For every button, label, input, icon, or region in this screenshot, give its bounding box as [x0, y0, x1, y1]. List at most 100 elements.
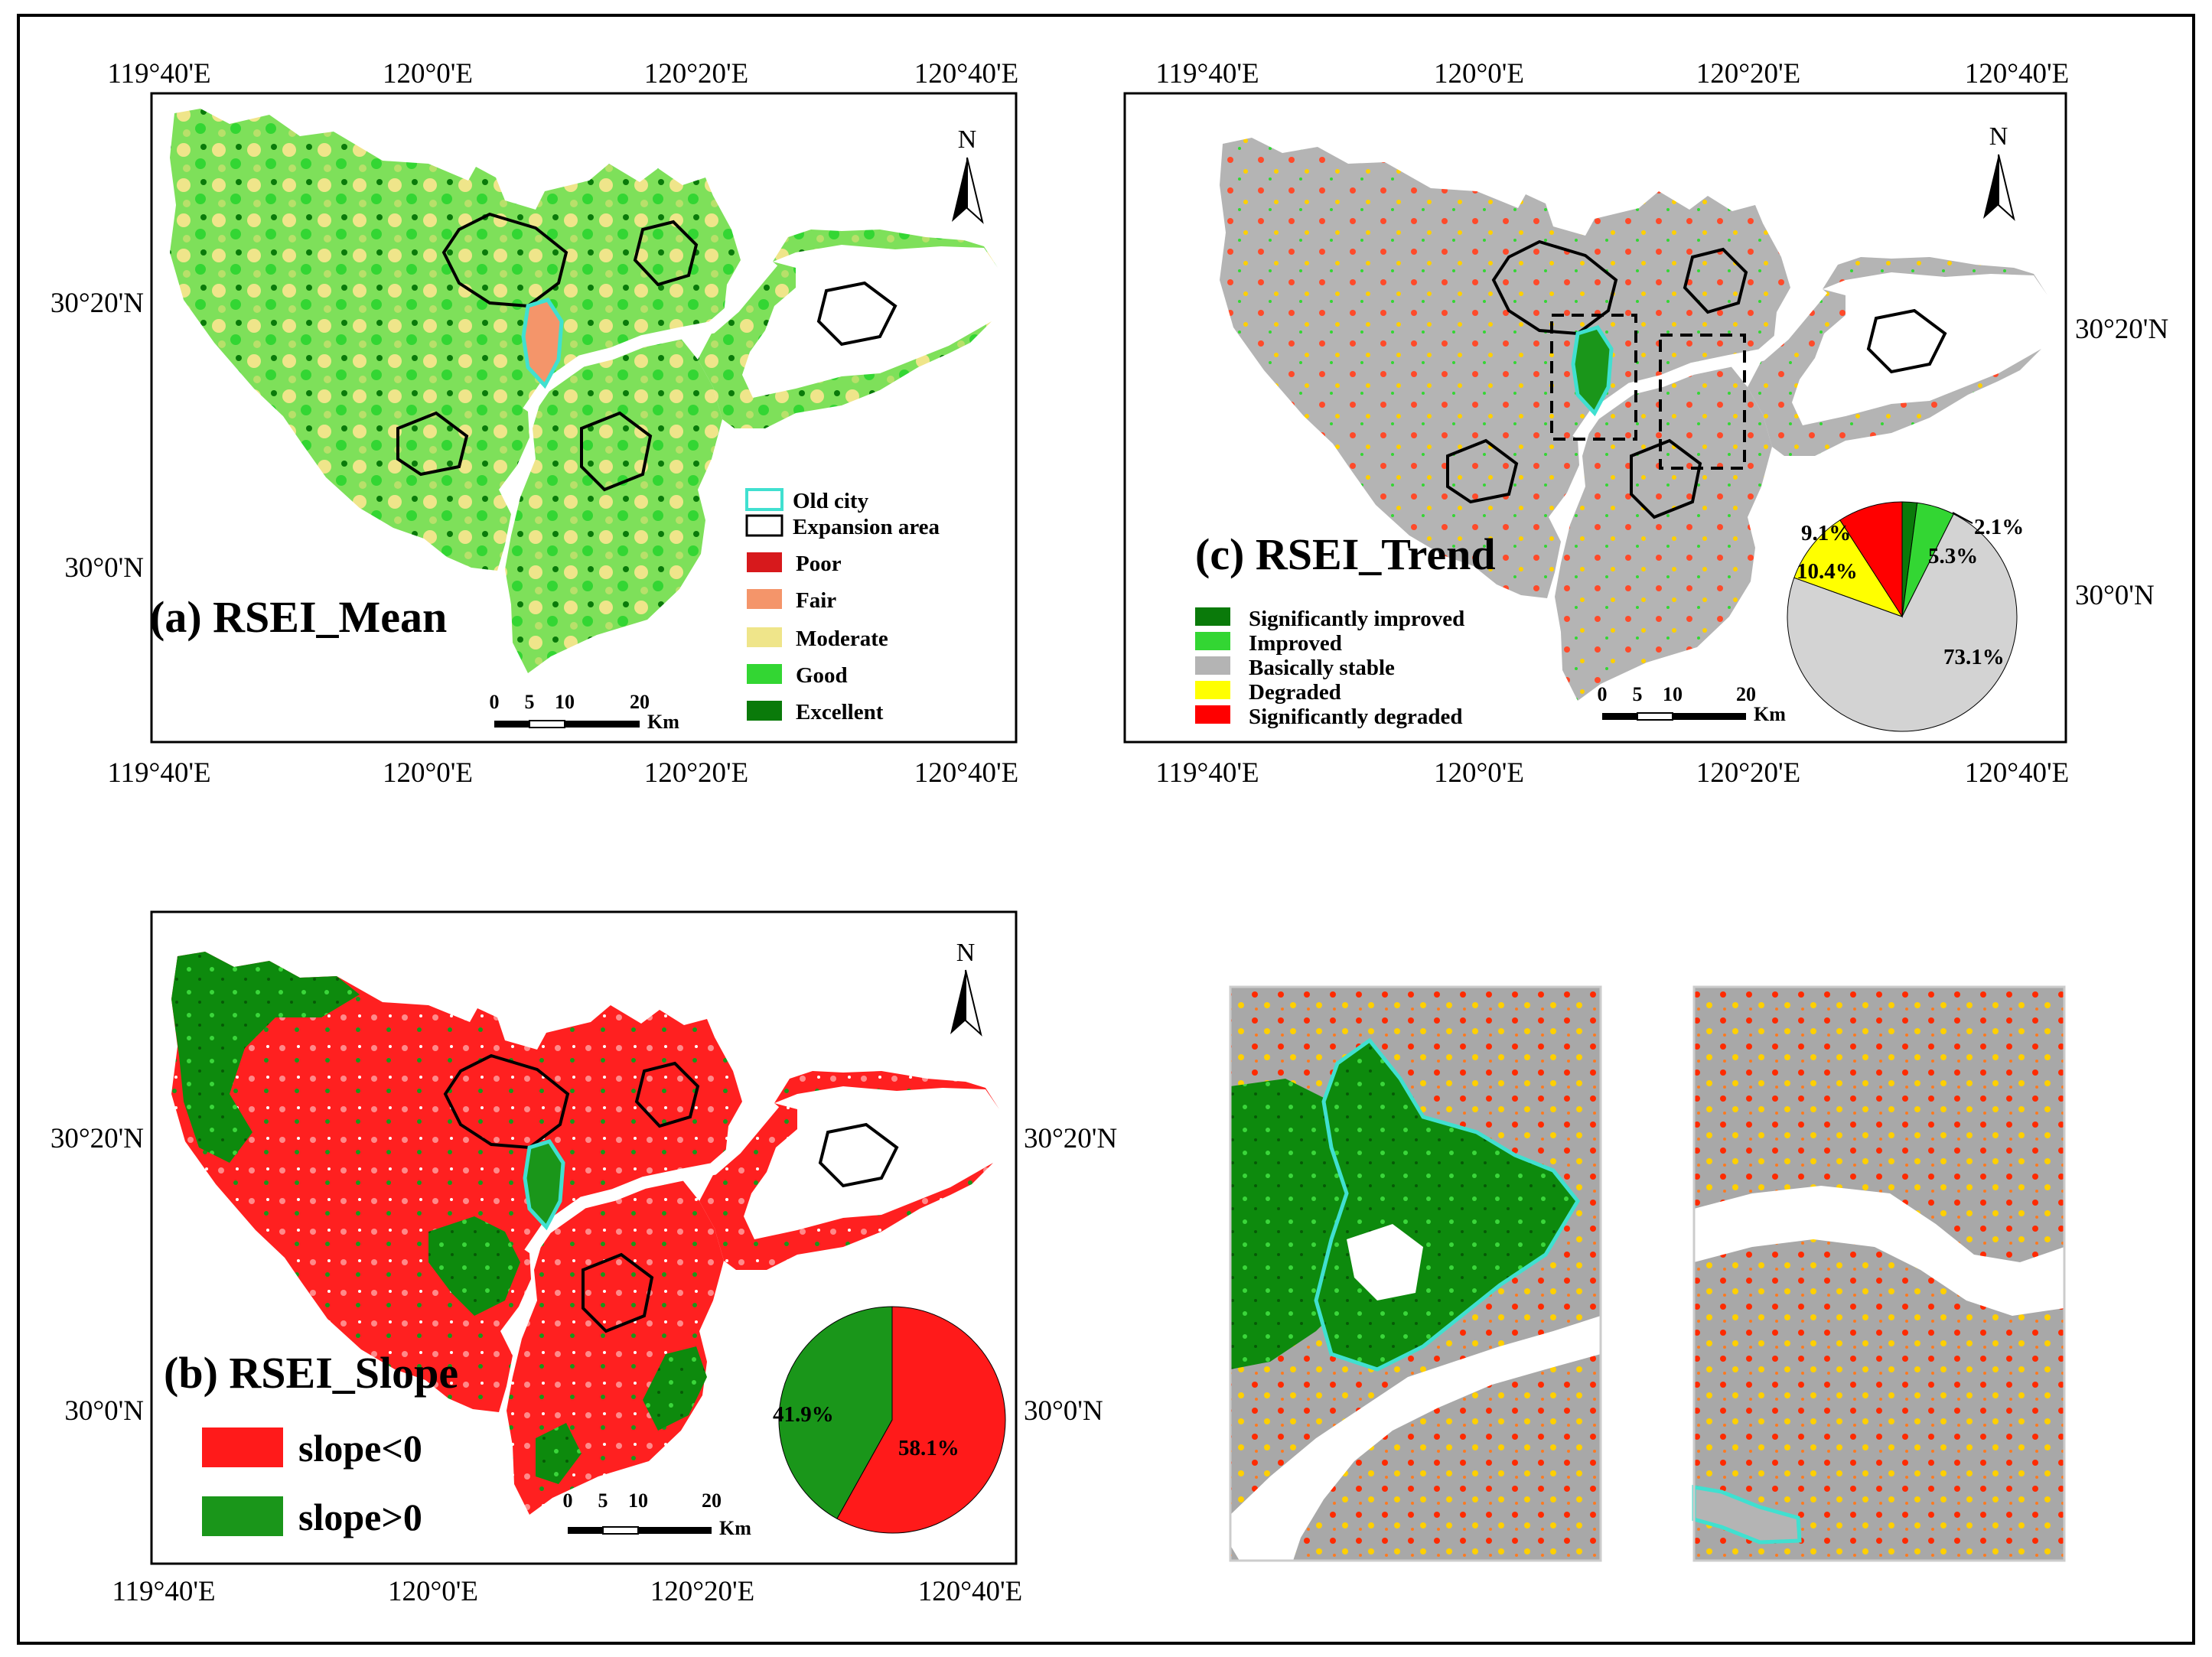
scale-unit: Km — [1754, 703, 1786, 725]
legend-swatch-old-city — [745, 488, 783, 511]
panel-c-right-lat-labels: 30°20'N 30°0'N — [2075, 314, 2168, 611]
lat-label-30-0: 30°0'N — [2075, 580, 2155, 611]
lon-label-120-20: 120°20'E — [1696, 757, 1801, 789]
scale-tick-20: 20 — [630, 691, 650, 713]
panel-b-legend: slope<0 slope>0 — [202, 1427, 422, 1538]
north-label: N — [958, 125, 977, 154]
river — [1572, 285, 1828, 443]
zoom-box-right — [1659, 334, 1746, 470]
lon-label-120-0: 120°0'E — [1434, 757, 1524, 789]
lon-label-119-40: 119°40'E — [107, 58, 210, 90]
legend-swatch-improved — [1195, 632, 1230, 650]
panel-b-left-lat-labels: 30°20'N 30°0'N — [50, 1123, 144, 1427]
pie-label-slope-negative: 58.1% — [898, 1436, 959, 1460]
panel-a-left-lat-labels: 30°20'N 30°0'N — [50, 288, 144, 584]
region-south-green — [536, 1346, 707, 1484]
legend-label-improved: Improved — [1249, 631, 1342, 656]
legend-swatch-poor — [747, 552, 782, 572]
scale-seg-3 — [565, 721, 640, 728]
pie-label-slope-positive: 41.9% — [773, 1402, 834, 1427]
pie-label-significantly-degraded: 9.1% — [1801, 521, 1851, 545]
north-arrow-right — [965, 969, 982, 1037]
scale-tick-0: 0 — [490, 691, 500, 713]
zoom-right-old-city-fragment — [1692, 1485, 1802, 1545]
pie-slice-2 — [1787, 513, 2018, 732]
panel-b-right-lat-labels: 30°20'N 30°0'N — [1024, 1123, 1117, 1427]
panel-c-map — [1220, 138, 2052, 701]
panel-a-bottom-lon-labels: 119°40'E 120°0'E 120°20'E 120°40'E — [107, 757, 1018, 789]
legend-label-moderate: Moderate — [796, 627, 888, 651]
north-arrow: N — [950, 939, 982, 1037]
panel-b-title: (b) RSEI_Slope — [164, 1348, 458, 1398]
pie-label-improved: 5.3% — [1928, 544, 1978, 568]
scale-tick-0: 0 — [1598, 683, 1608, 705]
panel-c-legend: Significantly improved Improved Basicall… — [1195, 607, 1464, 729]
north-arrow-right — [1998, 154, 2015, 221]
north-label: N — [1989, 122, 2008, 151]
legend-swatch-fair — [747, 589, 782, 609]
lon-label-119-40: 119°40'E — [107, 757, 210, 789]
expansion-area-outline — [443, 1053, 899, 1333]
lon-label-120-40: 120°40'E — [1965, 58, 2070, 90]
scale-tick-0: 0 — [563, 1489, 573, 1512]
pie-slice-4 — [1839, 501, 1903, 618]
river — [523, 257, 778, 415]
region-east-land — [1748, 257, 2052, 456]
pie-label-degraded: 10.4% — [1797, 559, 1858, 584]
zoom-inset-right — [1692, 985, 2066, 1562]
panel-b-pie-chart — [778, 1306, 1006, 1534]
legend-label-poor: Poor — [796, 552, 842, 576]
lon-label-120-0: 120°0'E — [383, 757, 473, 789]
scale-seg-1 — [494, 721, 529, 728]
lat-label-30-20: 30°20'N — [50, 1123, 144, 1154]
lon-label-119-40: 119°40'E — [1155, 58, 1259, 90]
scale-tick-5: 5 — [1633, 683, 1643, 705]
legend-label-significantly-improved: Significantly improved — [1249, 607, 1464, 631]
scale-tick-10: 10 — [1663, 683, 1683, 705]
region-south-land — [505, 337, 722, 673]
lon-label-120-0: 120°0'E — [388, 1576, 478, 1607]
pie-label-basically-stable: 73.1% — [1943, 645, 2005, 669]
north-arrow: N — [1983, 122, 2015, 221]
north-arrow-left — [952, 158, 967, 222]
region-west-land — [1220, 138, 1790, 598]
scale-tick-5: 5 — [598, 1489, 608, 1512]
scale-tick-10: 10 — [628, 1489, 648, 1512]
legend-swatch-significantly-improved — [1195, 607, 1230, 626]
lon-label-120-20: 120°20'E — [644, 58, 749, 90]
lon-label-120-40: 120°40'E — [914, 58, 1019, 90]
legend-swatch-moderate — [747, 627, 782, 647]
panel-b-map — [171, 952, 1004, 1515]
panel-a-map — [170, 109, 1002, 673]
legend-label-degraded: Degraded — [1249, 680, 1341, 705]
zoom-left-frame — [1229, 985, 1602, 1562]
legend-label-fair: Fair — [796, 588, 836, 613]
pie-leader-line — [1952, 512, 1973, 524]
north-arrow-right — [966, 157, 984, 224]
legend-label-excellent: Excellent — [796, 700, 884, 724]
zoom-right-river — [1694, 1186, 2064, 1316]
lon-label-120-20: 120°20'E — [644, 757, 749, 789]
panel-c-scale-bar: 0 5 10 20 Km — [1598, 683, 1787, 725]
legend-label-significantly-degraded: Significantly degraded — [1249, 705, 1463, 729]
region-south-land — [1555, 364, 1772, 701]
scale-seg-3 — [1673, 713, 1746, 720]
lon-label-120-20: 120°20'E — [650, 1576, 755, 1607]
region-east-land — [699, 1071, 1004, 1270]
old-city-outline — [523, 1139, 565, 1231]
scale-tick-5: 5 — [525, 691, 535, 713]
region-west-land — [170, 109, 741, 571]
scale-unit: Km — [647, 711, 679, 733]
legend-swatch-good — [747, 664, 782, 684]
lon-label-119-40: 119°40'E — [1155, 757, 1259, 789]
lat-label-30-0: 30°0'N — [64, 1395, 144, 1427]
scale-seg-3 — [638, 1527, 712, 1534]
panel-c-bottom-lon-labels: 119°40'E 120°0'E 120°20'E 120°40'E — [1155, 757, 2069, 789]
panel-a-title: (a) RSEI_Mean — [150, 592, 447, 642]
panel-b-scale-bar: 0 5 10 20 Km — [563, 1489, 752, 1539]
scale-tick-20: 20 — [702, 1489, 722, 1512]
expansion-area-outline — [396, 212, 898, 492]
legend-swatch-slope-negative — [202, 1427, 283, 1467]
lon-label-120-20: 120°20'E — [1696, 58, 1801, 90]
